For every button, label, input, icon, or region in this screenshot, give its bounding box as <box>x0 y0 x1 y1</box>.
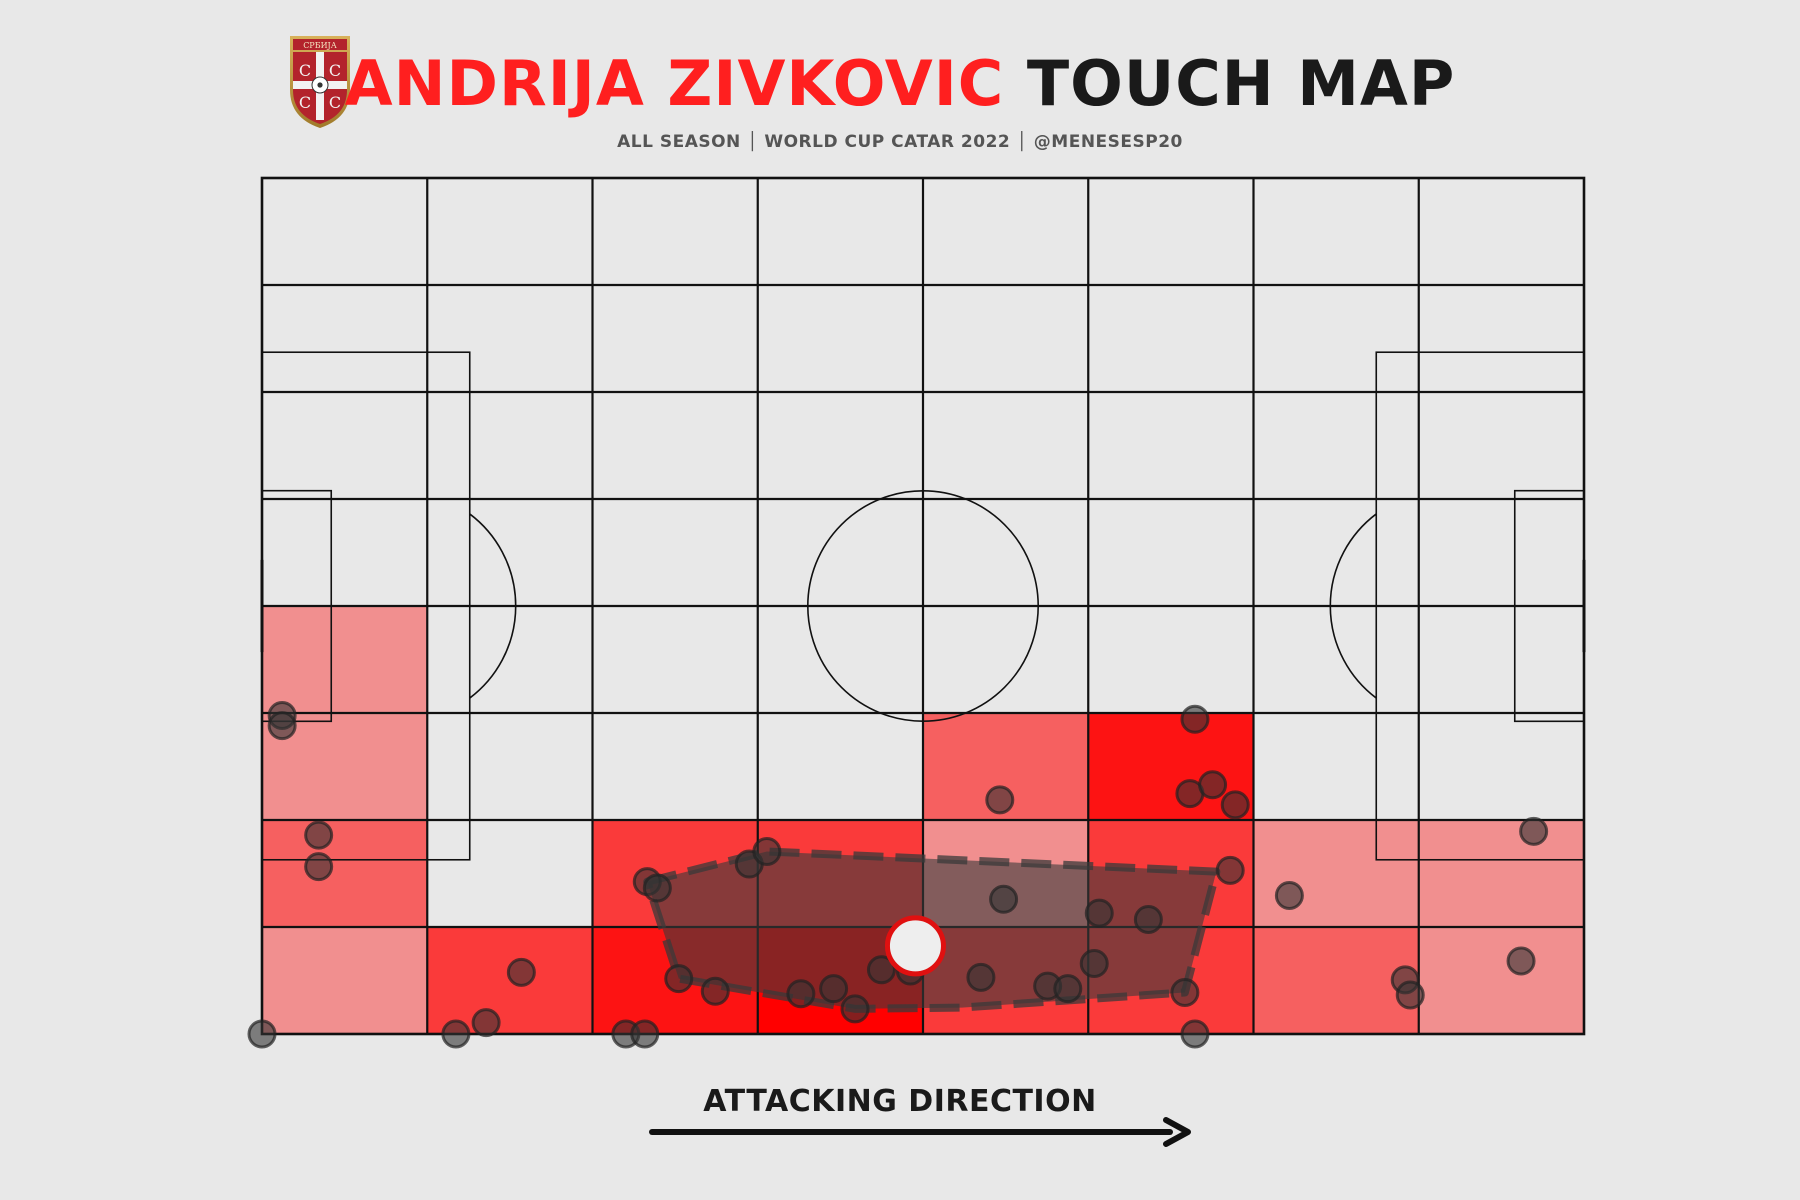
title-suffix: TOUCH MAP <box>1026 47 1456 120</box>
direction-arrow <box>649 1117 1191 1147</box>
touch-point <box>1180 704 1210 734</box>
crest-text: СРБИЈА <box>303 41 337 50</box>
title-player-name: ANDRIJA ZIVKOVIC <box>344 47 1005 120</box>
touch-point <box>1084 898 1114 928</box>
touch-point <box>700 976 730 1006</box>
chart-subtitle: ALL SEASON │ WORLD CUP CATAR 2022 │ @MEN… <box>617 132 1183 152</box>
touch-point <box>441 1019 471 1049</box>
svg-text:C: C <box>329 93 341 112</box>
touch-point <box>642 873 672 903</box>
touch-point <box>1170 977 1200 1007</box>
touch-point <box>1506 946 1536 976</box>
heatmap-cell <box>1253 820 1419 927</box>
touch-point <box>304 852 334 882</box>
touch-point <box>1133 904 1163 934</box>
touch-point <box>1395 980 1425 1010</box>
svg-text:C: C <box>299 93 311 112</box>
heatmap-cell <box>262 820 428 927</box>
touch-point <box>1180 1019 1210 1049</box>
touch-point <box>1215 855 1245 885</box>
touch-point <box>506 957 536 987</box>
touch-point <box>819 974 849 1004</box>
svg-text:C: C <box>299 61 311 80</box>
touch-point <box>840 994 870 1024</box>
touch-point <box>752 836 782 866</box>
touch-point <box>989 884 1019 914</box>
heatmap-cell <box>1418 927 1584 1034</box>
touch-point <box>1079 949 1109 979</box>
direction-arrow-head-icon <box>1163 1117 1191 1147</box>
touch-point <box>966 962 996 992</box>
heatmap-cell <box>1418 820 1584 927</box>
touch-point <box>471 1008 501 1038</box>
touch-point <box>1053 974 1083 1004</box>
serbia-crest-icon: СРБИЈА C C C C <box>290 36 350 128</box>
average-position-marker <box>884 915 946 977</box>
touch-point <box>786 979 816 1009</box>
touches-layer <box>247 701 1549 1049</box>
chart-title: ANDRIJA ZIVKOVIC TOUCH MAP <box>0 48 1800 120</box>
touch-point <box>1198 770 1228 800</box>
grid-border <box>260 176 1586 1036</box>
touch-point <box>1274 881 1304 911</box>
touch-point <box>267 711 297 741</box>
heatmap-cell <box>262 927 428 1034</box>
touch-point <box>1519 816 1549 846</box>
centroid-layer <box>884 915 946 977</box>
touch-point <box>304 820 334 850</box>
touch-point <box>630 1019 660 1049</box>
touch-point <box>985 785 1015 815</box>
attacking-direction-label: ATTACKING DIRECTION <box>703 1084 1097 1119</box>
touch-point <box>1220 790 1250 820</box>
heatmap-cell <box>262 606 428 713</box>
touch-point <box>664 964 694 994</box>
svg-text:C: C <box>329 61 341 80</box>
touch-point <box>866 955 896 985</box>
touch-point <box>247 1019 277 1049</box>
